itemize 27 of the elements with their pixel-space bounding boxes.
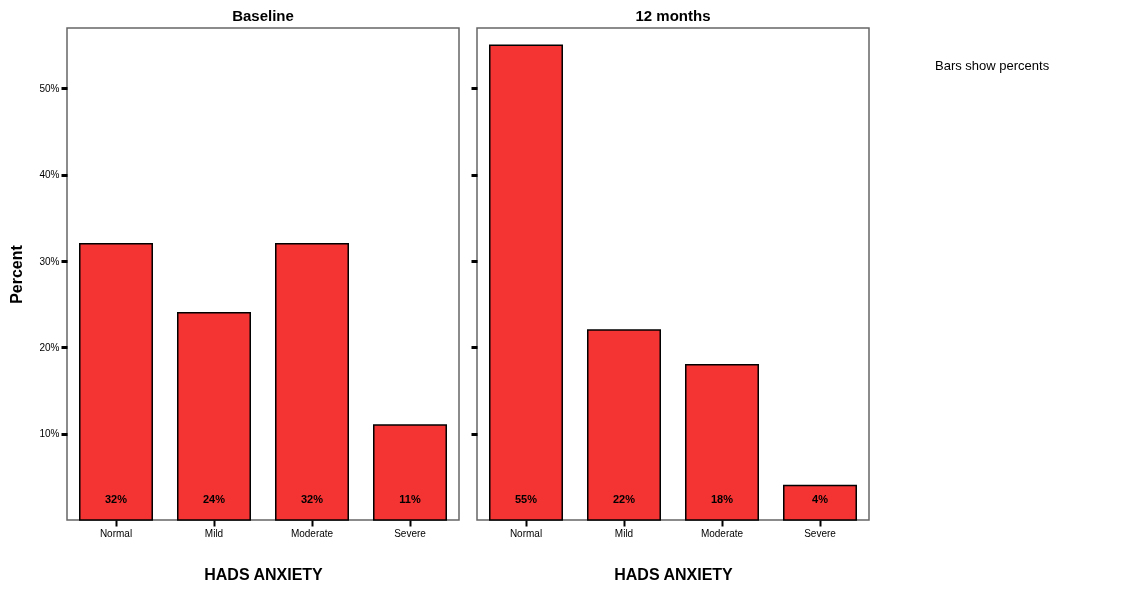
data-label: 18% (710, 493, 734, 505)
y-axis-title: Percent (8, 244, 26, 304)
data-label: 24% (202, 493, 226, 505)
x-axis-title: HADS ANXIETY (204, 565, 324, 583)
y-tick-label: 20% (39, 341, 60, 353)
x-axis-title: HADS ANXIETY (614, 565, 734, 583)
x-tick-label: Normal (99, 527, 133, 539)
x-tick-label: Moderate (290, 527, 334, 539)
x-tick-label: Mild (204, 527, 224, 539)
text: Bars show percents (935, 58, 1050, 73)
x-tick-label: Moderate (700, 527, 744, 539)
y-tick-label: 40% (39, 169, 60, 181)
data-label: 11% (399, 493, 421, 505)
x-tick-label: Severe (804, 527, 837, 539)
chart-title: Baseline (232, 7, 294, 24)
data-label: 32% (300, 493, 324, 505)
data-label: 4% (812, 493, 829, 505)
chart-title: 12 months (635, 7, 711, 24)
y-tick-label: 30% (39, 255, 60, 267)
y-tick-label: 10% (39, 428, 60, 440)
data-label: 32% (104, 493, 128, 505)
x-tick-label: Normal (509, 527, 543, 539)
data-label: 55% (514, 493, 538, 505)
y-tick-label: 50% (39, 82, 60, 94)
x-tick-label: Mild (614, 527, 634, 539)
x-tick-label: Severe (394, 527, 427, 539)
data-label: 22% (612, 493, 636, 505)
